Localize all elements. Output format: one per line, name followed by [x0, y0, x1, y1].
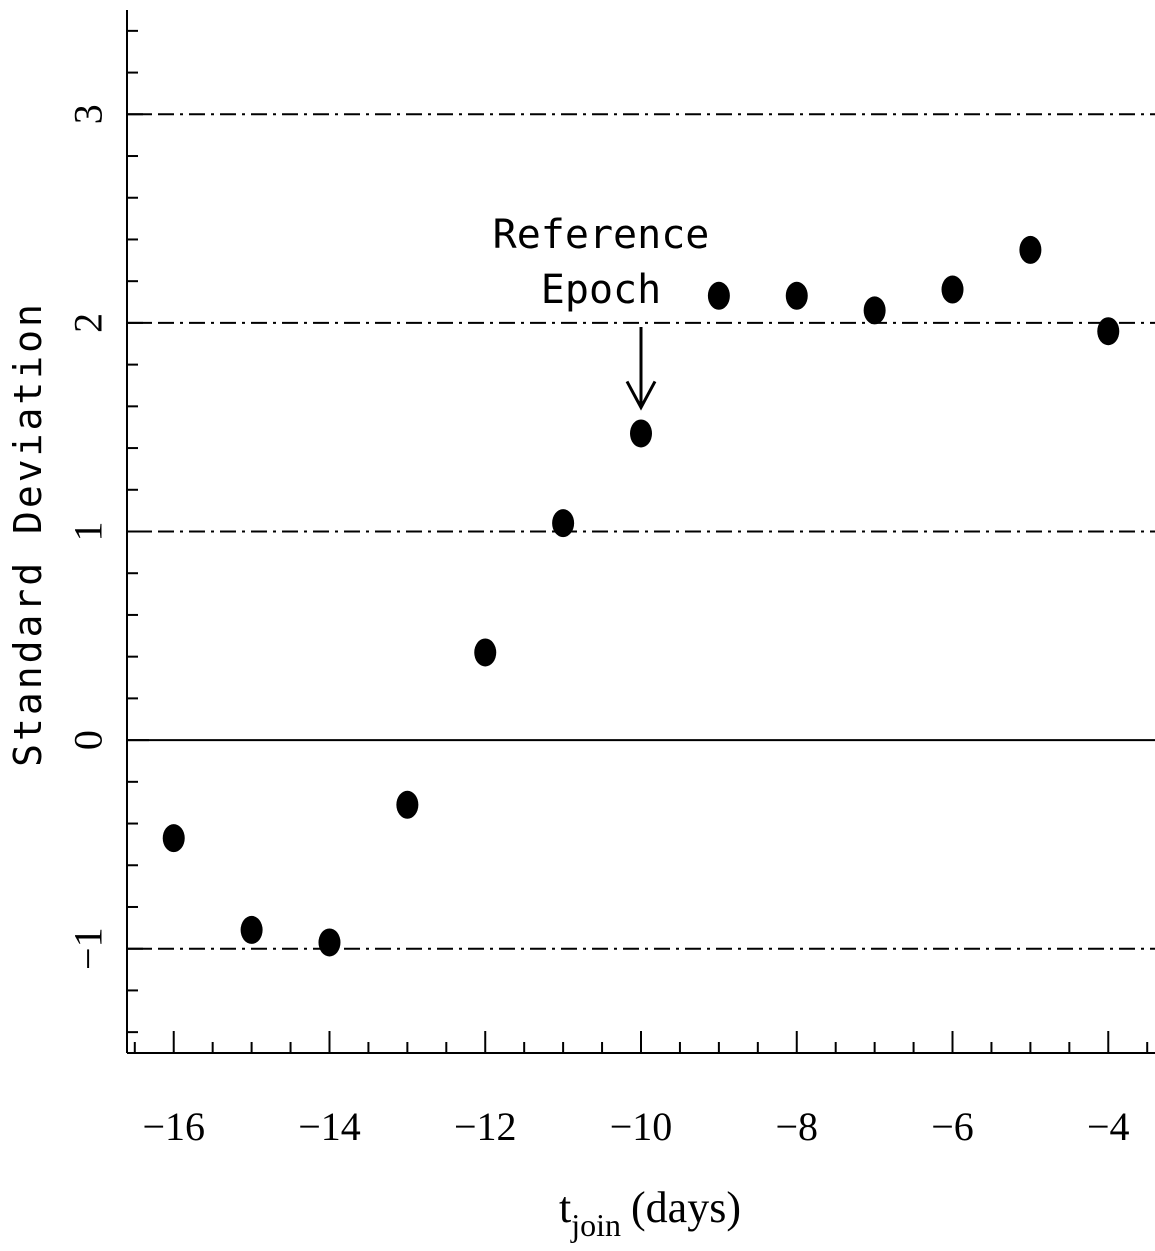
- x-tick-label: −12: [454, 1104, 517, 1149]
- x-tick-label: −14: [298, 1104, 361, 1149]
- x-axis-label: tjoin (days): [559, 1183, 741, 1243]
- x-tick-label: −6: [931, 1104, 974, 1149]
- y-tick-label: 1: [66, 522, 111, 542]
- x-tick-label: −16: [142, 1104, 205, 1149]
- x-axis-label-units: (days): [631, 1183, 741, 1232]
- y-tick-label: 0: [66, 730, 111, 750]
- data-point: [707, 281, 730, 310]
- y-tick-label: 3: [66, 104, 111, 124]
- data-point: [863, 296, 886, 325]
- annotation-arrow: [625, 327, 657, 411]
- data-points: [162, 235, 1120, 957]
- data-point: [552, 509, 575, 538]
- reference-lines: [127, 113, 1155, 950]
- axis-ticks: [127, 29, 1149, 1053]
- x-axis-label-main: t: [559, 1183, 571, 1232]
- y-axis-label: Standard Deviation: [6, 301, 50, 767]
- reference-epoch-annotation: Reference Epoch: [493, 212, 710, 411]
- data-point: [785, 281, 808, 310]
- x-axis-label-subscript: join: [570, 1207, 621, 1243]
- y-tick-label: −1: [66, 927, 111, 970]
- y-tick-label: 2: [66, 313, 111, 333]
- data-point: [474, 638, 497, 667]
- x-tick-label: −8: [775, 1104, 818, 1149]
- data-point: [941, 275, 964, 304]
- data-point: [162, 824, 185, 853]
- x-tick-label: −10: [610, 1104, 673, 1149]
- annotation-line-reference: Reference: [493, 212, 710, 258]
- data-point: [318, 928, 341, 957]
- data-point: [396, 790, 419, 819]
- annotation-line-epoch: Epoch: [541, 267, 661, 313]
- data-point: [1097, 317, 1120, 346]
- data-point: [240, 915, 263, 944]
- data-point: [630, 419, 652, 448]
- data-point: [1019, 235, 1042, 264]
- x-tick-label: −4: [1087, 1104, 1130, 1149]
